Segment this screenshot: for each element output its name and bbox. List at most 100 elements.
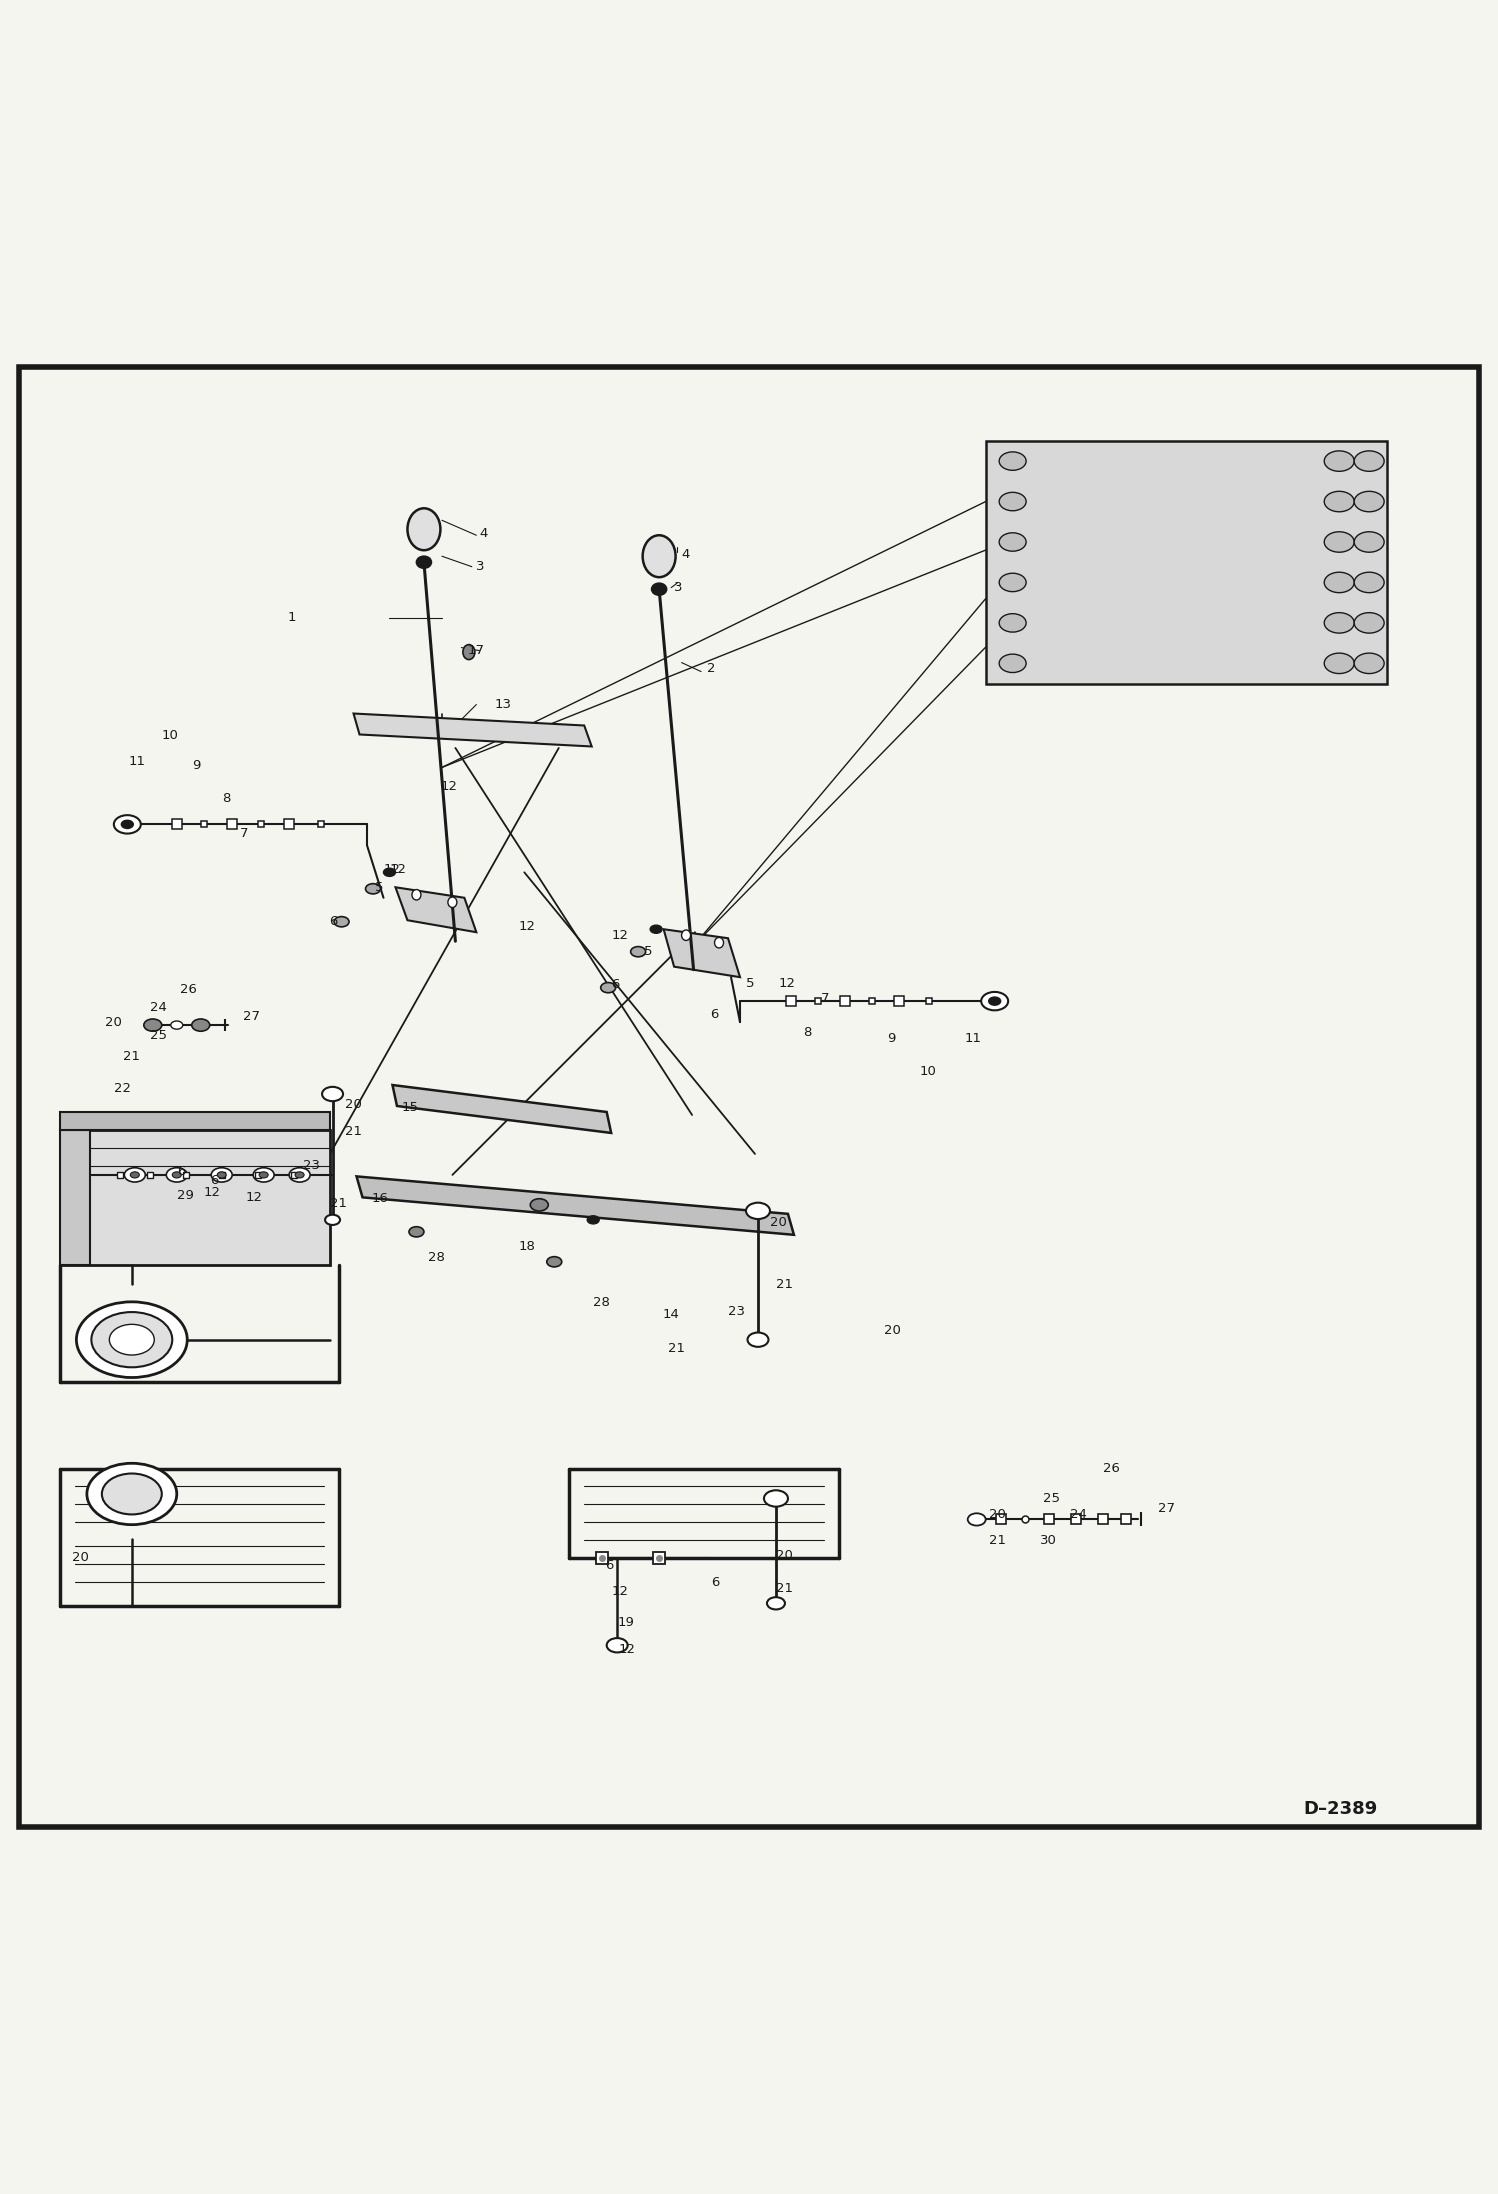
Ellipse shape bbox=[601, 983, 616, 992]
Ellipse shape bbox=[463, 645, 475, 660]
Ellipse shape bbox=[366, 884, 380, 893]
Ellipse shape bbox=[999, 491, 1026, 511]
Ellipse shape bbox=[192, 1018, 210, 1031]
Ellipse shape bbox=[1354, 654, 1384, 674]
Text: 5: 5 bbox=[374, 880, 383, 893]
Text: 12: 12 bbox=[383, 862, 400, 875]
Ellipse shape bbox=[1324, 654, 1354, 674]
Text: 21: 21 bbox=[776, 1277, 792, 1290]
Ellipse shape bbox=[587, 1215, 599, 1224]
Polygon shape bbox=[354, 713, 592, 746]
Ellipse shape bbox=[1324, 531, 1354, 553]
Text: 8: 8 bbox=[803, 1027, 812, 1040]
Ellipse shape bbox=[650, 926, 662, 932]
Text: 12: 12 bbox=[611, 1584, 628, 1597]
Text: 26: 26 bbox=[180, 983, 196, 996]
Ellipse shape bbox=[171, 1020, 183, 1029]
Text: 12: 12 bbox=[246, 1191, 262, 1205]
Text: 25: 25 bbox=[150, 1029, 166, 1042]
Text: 3: 3 bbox=[476, 559, 485, 573]
Text: 9: 9 bbox=[192, 759, 201, 772]
Ellipse shape bbox=[1324, 491, 1354, 511]
Text: 16: 16 bbox=[372, 1191, 388, 1205]
Text: 28: 28 bbox=[593, 1297, 610, 1310]
Text: 25: 25 bbox=[1043, 1492, 1059, 1505]
Text: 21: 21 bbox=[668, 1343, 685, 1356]
Text: 20: 20 bbox=[884, 1325, 900, 1336]
Ellipse shape bbox=[322, 1086, 343, 1101]
Ellipse shape bbox=[416, 557, 431, 568]
Text: 28: 28 bbox=[428, 1251, 445, 1264]
Ellipse shape bbox=[1354, 531, 1384, 553]
Text: 23: 23 bbox=[728, 1305, 745, 1319]
Ellipse shape bbox=[334, 917, 349, 926]
Ellipse shape bbox=[748, 1332, 768, 1347]
Text: 12: 12 bbox=[611, 928, 628, 941]
Ellipse shape bbox=[1354, 612, 1384, 634]
Ellipse shape bbox=[102, 1474, 162, 1514]
Text: 5: 5 bbox=[644, 946, 653, 959]
Text: 7: 7 bbox=[821, 992, 830, 1005]
Ellipse shape bbox=[1354, 452, 1384, 472]
Ellipse shape bbox=[211, 1167, 232, 1183]
Ellipse shape bbox=[999, 614, 1026, 632]
Ellipse shape bbox=[981, 992, 1008, 1009]
Text: 11: 11 bbox=[129, 755, 145, 768]
Text: 23: 23 bbox=[303, 1158, 319, 1172]
Text: 21: 21 bbox=[123, 1051, 139, 1064]
Text: 5: 5 bbox=[746, 976, 755, 989]
Ellipse shape bbox=[295, 1172, 304, 1178]
Text: 2: 2 bbox=[707, 663, 716, 676]
Text: 4: 4 bbox=[479, 527, 488, 540]
Ellipse shape bbox=[114, 816, 141, 834]
Polygon shape bbox=[60, 1130, 330, 1264]
Text: D–2389: D–2389 bbox=[1303, 1799, 1378, 1817]
Text: 26: 26 bbox=[1103, 1461, 1119, 1474]
Ellipse shape bbox=[530, 1198, 548, 1211]
Ellipse shape bbox=[1354, 573, 1384, 592]
Ellipse shape bbox=[124, 1167, 145, 1183]
Text: 13: 13 bbox=[494, 698, 511, 711]
Polygon shape bbox=[60, 1112, 330, 1130]
Ellipse shape bbox=[1324, 612, 1354, 634]
Ellipse shape bbox=[144, 1018, 162, 1031]
Text: 24: 24 bbox=[1070, 1509, 1086, 1520]
Text: 3: 3 bbox=[674, 581, 683, 595]
Ellipse shape bbox=[652, 584, 667, 595]
Ellipse shape bbox=[448, 897, 457, 908]
Text: 6: 6 bbox=[177, 1165, 186, 1178]
Text: 24: 24 bbox=[150, 1000, 166, 1014]
Ellipse shape bbox=[643, 535, 676, 577]
Polygon shape bbox=[60, 1130, 90, 1264]
Ellipse shape bbox=[999, 573, 1026, 592]
Text: 19: 19 bbox=[617, 1617, 634, 1630]
Ellipse shape bbox=[130, 1172, 139, 1178]
Ellipse shape bbox=[412, 889, 421, 900]
Text: 21: 21 bbox=[345, 1126, 361, 1139]
Text: 6: 6 bbox=[611, 979, 620, 992]
Text: 27: 27 bbox=[243, 1009, 259, 1022]
Text: 20: 20 bbox=[72, 1551, 88, 1564]
Ellipse shape bbox=[121, 821, 133, 829]
Text: 11: 11 bbox=[965, 1031, 981, 1044]
Ellipse shape bbox=[87, 1463, 177, 1525]
Text: 20: 20 bbox=[776, 1549, 792, 1562]
Ellipse shape bbox=[289, 1167, 310, 1183]
Polygon shape bbox=[392, 1086, 611, 1132]
Text: 20: 20 bbox=[989, 1509, 1005, 1520]
Ellipse shape bbox=[325, 1215, 340, 1224]
Text: 12: 12 bbox=[204, 1187, 220, 1200]
Ellipse shape bbox=[767, 1597, 785, 1610]
Ellipse shape bbox=[76, 1301, 187, 1378]
Text: 6: 6 bbox=[605, 1560, 614, 1573]
Text: 30: 30 bbox=[1040, 1534, 1056, 1547]
Text: 9: 9 bbox=[887, 1031, 896, 1044]
Text: 21: 21 bbox=[330, 1198, 346, 1209]
Text: 20: 20 bbox=[105, 1016, 121, 1029]
Ellipse shape bbox=[253, 1167, 274, 1183]
Text: 6: 6 bbox=[210, 1174, 219, 1187]
Ellipse shape bbox=[547, 1257, 562, 1266]
Ellipse shape bbox=[746, 1202, 770, 1220]
Ellipse shape bbox=[631, 946, 646, 957]
Ellipse shape bbox=[715, 937, 724, 948]
